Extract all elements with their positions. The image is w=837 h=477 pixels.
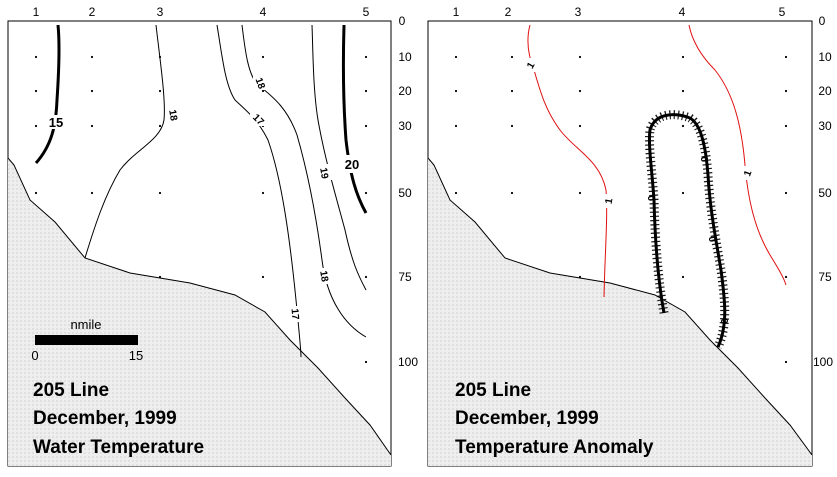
scale-max: 15 <box>129 348 143 363</box>
depth-label: 100 <box>813 355 833 369</box>
station-axis: 1 2 3 4 5 <box>33 5 370 19</box>
depth-axis: 0 10 20 30 50 75 100 <box>813 14 833 369</box>
seafloor-land-area <box>428 158 812 466</box>
station-label: 2 <box>89 5 96 19</box>
contour-label: 1 <box>604 197 616 205</box>
contour-label: 0 <box>698 156 710 164</box>
station-label: 1 <box>33 5 40 19</box>
contour-label: 20 <box>345 157 359 172</box>
depth-label: 100 <box>398 355 418 369</box>
contour-18-right <box>241 24 367 338</box>
depth-label: 30 <box>398 119 412 133</box>
contour-label: 1 <box>525 60 538 71</box>
scale-bar: nmile 0 15 <box>31 317 143 363</box>
depth-label: 50 <box>818 186 832 200</box>
contour-label: 0 <box>718 318 730 326</box>
title-line: 205 Line <box>455 380 531 401</box>
seafloor-line <box>7 157 392 456</box>
depth-label: 75 <box>818 270 832 284</box>
panel-title: 205 Line December, 1999 Temperature Anom… <box>455 380 654 458</box>
contour-plus1-right <box>688 24 787 286</box>
station-label: 5 <box>363 5 370 19</box>
contour-label: 19 <box>317 167 330 180</box>
contour-18-left <box>84 24 165 259</box>
depth-label: 10 <box>818 50 832 64</box>
title-line: December, 1999 <box>455 408 599 429</box>
contour-label: 17 <box>289 308 301 320</box>
depth-label: 30 <box>818 119 832 133</box>
contour-label: 0 <box>706 236 718 244</box>
contour-label: 0 <box>645 195 657 203</box>
scale-min: 0 <box>31 348 38 363</box>
station-label: 4 <box>679 5 686 19</box>
depth-label: 20 <box>398 84 412 98</box>
anomaly-zero-contour <box>644 110 730 349</box>
contour-labels: 1 1 1 0 0 0 0 <box>525 60 755 325</box>
depth-label: 10 <box>398 50 412 64</box>
station-label: 3 <box>575 5 582 19</box>
contour-15 <box>34 24 61 164</box>
station-label: 5 <box>779 5 786 19</box>
contour-label: 15 <box>49 115 63 130</box>
station-label: 1 <box>453 5 460 19</box>
title-line: Water Temperature <box>33 437 204 458</box>
temperature-anomaly-panel: 1 1 1 0 0 0 0 1 2 3 4 5 0 10 20 30 50 75… <box>427 5 833 467</box>
title-line: Temperature Anomaly <box>455 437 654 458</box>
title-line: 205 Line <box>33 380 109 401</box>
water-temperature-panel: 15 18 18 17 19 20 18 17 1 2 3 4 5 0 10 2… <box>7 5 418 467</box>
depth-label: 75 <box>398 270 412 284</box>
station-label: 3 <box>157 5 164 19</box>
station-axis: 1 2 3 4 5 <box>453 5 786 19</box>
panel-title: 205 Line December, 1999 Water Temperatur… <box>33 380 204 458</box>
depth-label: 0 <box>399 14 406 28</box>
depth-label: 0 <box>819 14 826 28</box>
station-label: 4 <box>260 5 267 19</box>
depth-axis: 0 10 20 30 50 75 100 <box>398 14 418 369</box>
sample-dots <box>34 55 368 364</box>
depth-label: 50 <box>398 186 412 200</box>
title-line: December, 1999 <box>33 408 177 429</box>
contour-20 <box>341 24 368 214</box>
contour-label: 18 <box>317 270 330 283</box>
contour-label: 18 <box>166 109 179 122</box>
station-label: 2 <box>505 5 512 19</box>
sample-dots <box>454 55 788 364</box>
seafloor-line <box>427 157 813 456</box>
scale-unit: nmile <box>70 317 101 332</box>
contour-label: 1 <box>742 169 754 178</box>
seafloor-land-area <box>8 158 391 466</box>
contour-label: 18 <box>253 76 267 91</box>
depth-label: 20 <box>818 84 832 98</box>
